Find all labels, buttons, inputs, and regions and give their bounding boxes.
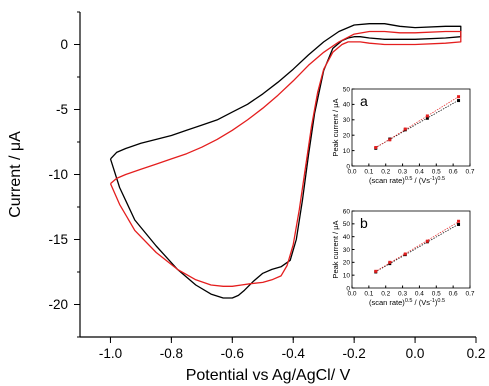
data-point-red [374, 146, 377, 149]
inset-y-tick-label: 30 [343, 117, 351, 124]
inset-y-tick-label: 0 [346, 285, 350, 292]
y-tick-label: -5 [56, 102, 68, 117]
inset-x-tick-label: 0.2 [381, 291, 390, 298]
inset-y-tick-label: 60 [343, 208, 351, 215]
y-tick-label: -15 [48, 232, 68, 247]
inset-y-tick-label: 40 [343, 234, 351, 241]
inset-y-tick-label: 50 [343, 86, 351, 93]
inset-x-tick-label: 0.5 [432, 169, 441, 176]
data-point-red [457, 95, 460, 98]
inset-x-tick-label: 0.1 [364, 169, 373, 176]
x-tick-label: -1.0 [99, 346, 122, 361]
x-axis-label: Potential vs Ag/AgCl/ V [186, 367, 351, 384]
inset-plot-b: 0.0 0.1 0.2 0.3 0.4 0.5 0.6 0.70102030405060(sc… [331, 208, 475, 307]
data-point-black [457, 223, 460, 226]
x-tick-label: -0.6 [221, 346, 244, 361]
inset-y-axis-label: Peak current / μA [331, 98, 340, 156]
inset-x-tick-label: 0.7 [465, 169, 474, 176]
inset-y-tick-label: 40 [343, 102, 351, 109]
inset-y-tick-label: 30 [343, 247, 351, 254]
inset-y-tick-label: 0 [346, 163, 350, 170]
data-point-red [457, 220, 460, 223]
data-point-red [404, 252, 407, 255]
inset-x-tick-label: 0.1 [364, 291, 373, 298]
inset-y-tick-label: 50 [343, 221, 351, 228]
x-tick-label: -0.8 [160, 346, 183, 361]
inset-x-tick-label: 0.3 [398, 169, 407, 176]
inset-y-tick-label: 10 [343, 148, 351, 155]
inset-plot-a: 0.0 0.1 0.2 0.3 0.4 0.5 0.6 0.701020304050(scan… [331, 86, 475, 185]
inset-y-tick-label: 20 [343, 260, 351, 267]
fit-line-black [375, 224, 459, 272]
inset-x-tick-label: 0.4 [415, 291, 424, 298]
inset-frame [352, 211, 470, 288]
data-point-red [388, 261, 391, 264]
inset-x-axis-label: (scan rate)0.5 / (Vs-1)0.5 [369, 176, 445, 185]
x-tick-label: 0.0 [406, 346, 425, 361]
data-point-red [388, 138, 391, 141]
inset-x-tick-label: 0.5 [432, 291, 441, 298]
inset-panel-letter: a [360, 93, 368, 109]
inset-x-axis-label: (scan rate)0.5 / (Vs-1)0.5 [369, 298, 445, 307]
main-cv-plot: -1.0 -0.8 -0.6 -0.4 -0.2 0.0 0.2 0 -5 -10 -15 -20 Po… [7, 12, 485, 384]
data-point-black [457, 99, 460, 102]
data-point-red [426, 114, 429, 117]
data-point-red [374, 270, 377, 273]
inset-x-tick-label: 0.4 [415, 169, 424, 176]
data-point-red [404, 128, 407, 131]
inset-y-tick-label: 20 [343, 133, 351, 140]
inset-x-tick-label: 0.6 [449, 169, 458, 176]
x-tick-label: -0.4 [282, 346, 306, 361]
inset-y-axis-label: Peak current / μA [331, 220, 340, 278]
y-tick-label: 0 [60, 37, 68, 52]
y-tick-label: -10 [48, 167, 68, 182]
x-tick-label: 0.2 [467, 346, 486, 361]
inset-x-tick-label: 0.2 [381, 169, 390, 176]
y-axis-label: Current / μA [7, 131, 24, 218]
inset-x-tick-label: 0.6 [449, 291, 458, 298]
fit-line-red [375, 221, 459, 272]
data-point-red [426, 240, 429, 243]
cv-curve-black [111, 24, 461, 298]
inset-y-tick-label: 10 [343, 272, 351, 279]
y-tick-label: -20 [48, 297, 68, 312]
inset-x-tick-label: 0.3 [398, 291, 407, 298]
inset-panel-letter: b [360, 215, 368, 231]
inset-x-tick-label: 0.7 [465, 291, 474, 298]
x-tick-label: -0.2 [343, 346, 366, 361]
fit-line-red [375, 96, 459, 148]
cv-curve-red [111, 32, 461, 287]
